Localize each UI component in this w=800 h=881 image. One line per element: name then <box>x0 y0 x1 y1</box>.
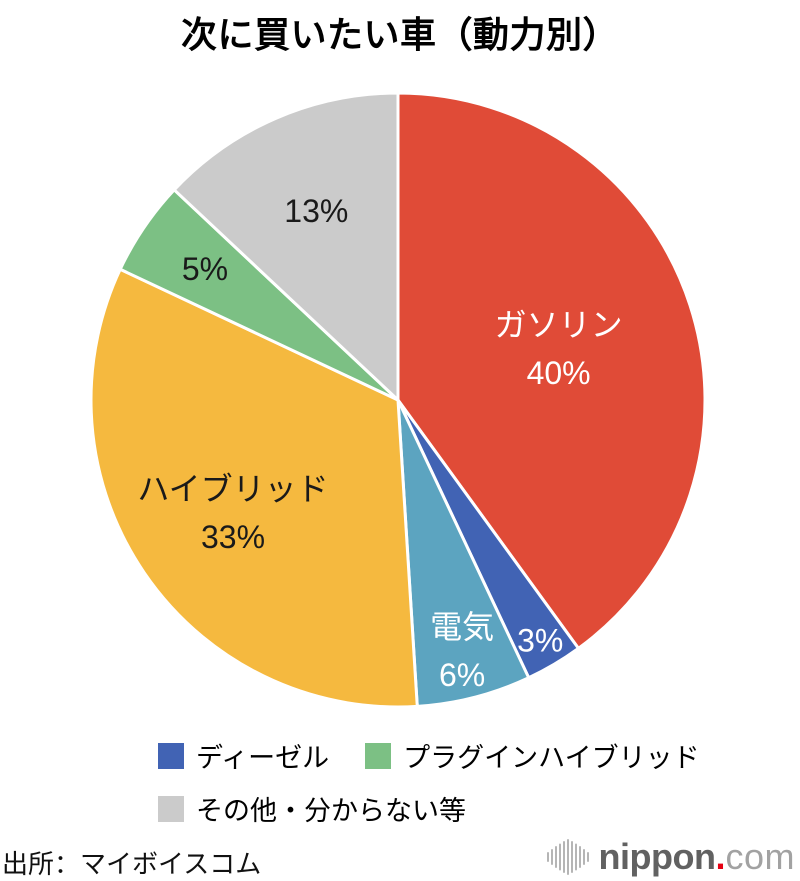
legend: ディーゼル プラグインハイブリッド その他・分からない等 <box>158 736 758 828</box>
legend-swatch-plugin-hybrid <box>365 742 392 769</box>
slice-percent-label-5: 5% <box>182 251 228 287</box>
logo-dot: . <box>715 836 726 877</box>
legend-item-other: その他・分からない等 <box>158 789 466 828</box>
slice-percent-label-3: 6% <box>439 657 485 693</box>
logo-text-com: com <box>725 836 795 877</box>
legend-swatch-other <box>158 795 184 822</box>
slice-percent-label-6: 13% <box>284 193 348 229</box>
pie-slice-6 <box>172 91 400 402</box>
legend-label-plugin-hybrid: プラグインハイブリッド <box>403 743 700 773</box>
legend-label-other: その他・分からない等 <box>196 796 466 826</box>
legend-item-diesel: ディーゼル <box>158 736 329 775</box>
soundwave-bars-icon <box>546 839 589 875</box>
slice-percent-label-1: 40% <box>527 355 591 391</box>
slice-percent-label-4: 33% <box>201 519 265 555</box>
pie-slice-4 <box>89 267 419 709</box>
slice-name-label-4: ハイブリッド <box>137 471 328 507</box>
chart-title: 次に買いたい車（動力別） <box>180 14 619 55</box>
slice-name-label-3: 電気 <box>430 609 494 645</box>
nippon-logo: nippon . com <box>546 836 795 878</box>
pie-slice-1 <box>396 91 707 650</box>
legend-item-plugin-hybrid: プラグインハイブリッド <box>365 736 700 775</box>
slice-name-label-1: ガソリン <box>495 307 623 343</box>
legend-swatch-diesel <box>158 742 184 769</box>
source-text: 出所：マイボイスコム <box>2 849 262 879</box>
logo-text-nippon: nippon <box>598 836 716 877</box>
slice-percent-label-2: 3% <box>517 623 563 659</box>
legend-row: ディーゼル プラグインハイブリッド <box>158 736 758 775</box>
legend-row: その他・分からない等 <box>158 789 758 828</box>
legend-label-diesel: ディーゼル <box>196 743 330 773</box>
